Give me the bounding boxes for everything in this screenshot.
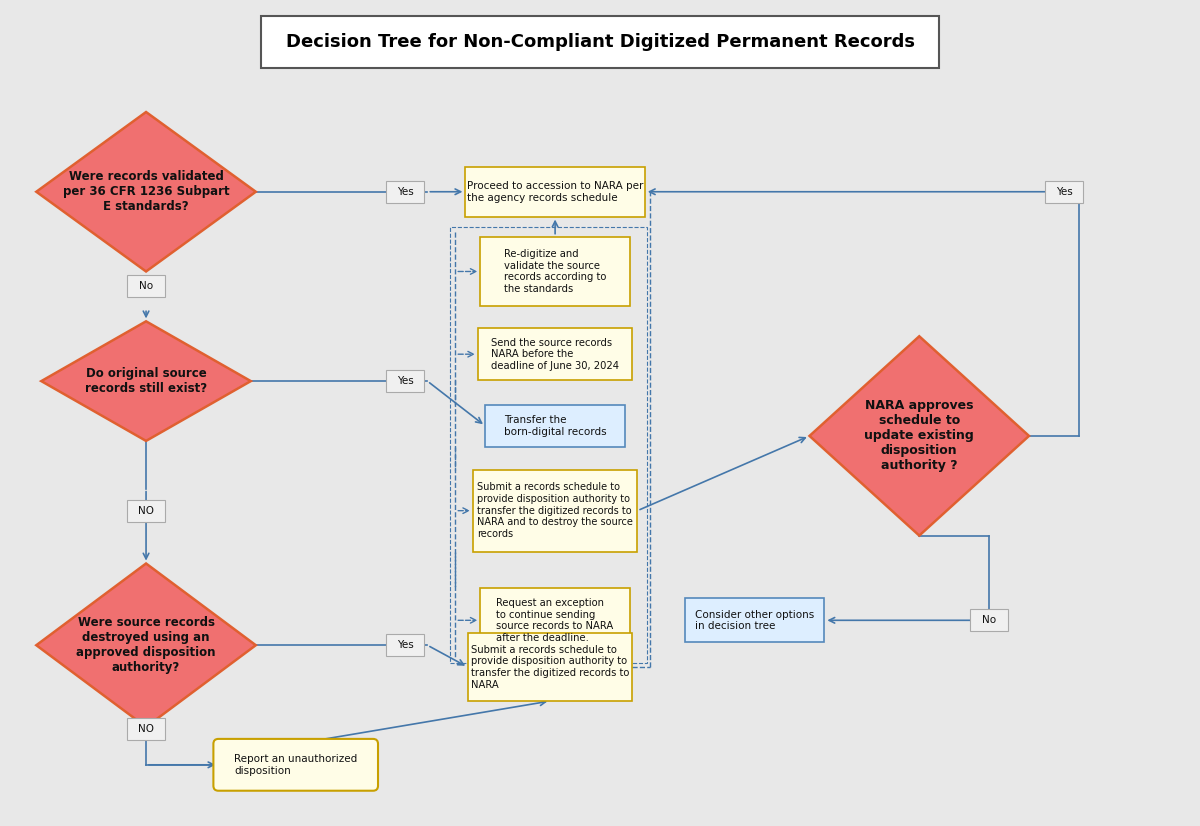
Text: Transfer the
born-digital records: Transfer the born-digital records: [504, 415, 606, 437]
Text: Submit a records schedule to
provide disposition authority to
transfer the digit: Submit a records schedule to provide dis…: [478, 482, 634, 539]
FancyBboxPatch shape: [1045, 181, 1082, 202]
FancyBboxPatch shape: [480, 236, 630, 306]
Text: Yes: Yes: [1056, 187, 1073, 197]
Text: Re-digitize and
validate the source
records according to
the standards: Re-digitize and validate the source reco…: [504, 249, 606, 294]
FancyBboxPatch shape: [466, 167, 644, 216]
Text: Were records validated
per 36 CFR 1236 Subpart
E standards?: Were records validated per 36 CFR 1236 S…: [62, 170, 229, 213]
FancyBboxPatch shape: [685, 598, 824, 643]
FancyBboxPatch shape: [386, 634, 425, 656]
FancyBboxPatch shape: [970, 610, 1008, 631]
Text: Submit a records schedule to
provide disposition authority to
transfer the digit: Submit a records schedule to provide dis…: [470, 645, 629, 690]
FancyBboxPatch shape: [473, 470, 637, 552]
Text: No: No: [982, 615, 996, 625]
Text: No: No: [139, 282, 154, 292]
FancyBboxPatch shape: [485, 405, 625, 447]
Text: Request an exception
to continue sending
source records to NARA
after the deadli: Request an exception to continue sending…: [497, 598, 613, 643]
FancyBboxPatch shape: [386, 181, 425, 202]
FancyBboxPatch shape: [214, 739, 378, 790]
Text: NO: NO: [138, 506, 154, 515]
Text: Yes: Yes: [397, 376, 414, 386]
FancyBboxPatch shape: [127, 500, 166, 522]
Polygon shape: [810, 336, 1030, 535]
FancyBboxPatch shape: [478, 328, 632, 380]
FancyBboxPatch shape: [127, 275, 166, 297]
Text: Send the source records
NARA before the
deadline of June 30, 2024: Send the source records NARA before the …: [491, 338, 619, 371]
Text: Yes: Yes: [397, 640, 414, 650]
Text: Were source records
destroyed using an
approved disposition
authority?: Were source records destroyed using an a…: [77, 616, 216, 674]
FancyBboxPatch shape: [480, 588, 630, 653]
Text: Yes: Yes: [397, 187, 414, 197]
Polygon shape: [36, 112, 256, 272]
Text: NARA approves
schedule to
update existing
disposition
authority ?: NARA approves schedule to update existin…: [864, 400, 974, 472]
Text: Decision Tree for Non-Compliant Digitized Permanent Records: Decision Tree for Non-Compliant Digitize…: [286, 33, 914, 51]
Polygon shape: [36, 563, 256, 727]
FancyBboxPatch shape: [127, 718, 166, 740]
FancyBboxPatch shape: [468, 634, 632, 701]
FancyBboxPatch shape: [386, 370, 425, 392]
FancyBboxPatch shape: [260, 17, 940, 69]
Text: Do original source
records still exist?: Do original source records still exist?: [85, 367, 208, 395]
Polygon shape: [41, 321, 251, 441]
Text: Consider other options
in decision tree: Consider other options in decision tree: [695, 610, 815, 631]
Text: Proceed to accession to NARA per
the agency records schedule: Proceed to accession to NARA per the age…: [467, 181, 643, 202]
Text: NO: NO: [138, 724, 154, 734]
Text: Report an unauthorized
disposition: Report an unauthorized disposition: [234, 754, 358, 776]
